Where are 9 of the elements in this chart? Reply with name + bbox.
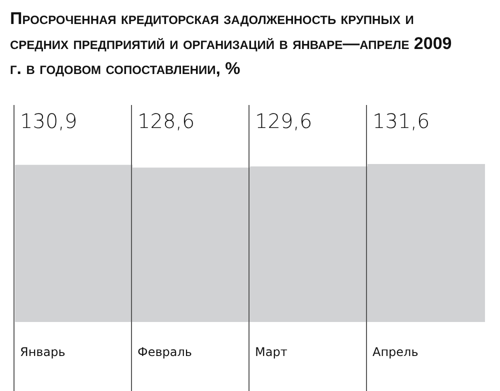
x-tick-label: Март [255,345,288,359]
x-tick-label: Апрель [372,345,418,359]
data-label: 129,6 [255,109,312,133]
chart-title: Просроченная кредиторская задолженность крупных и средних предприятий и организаций в январе—апреле 2009 г. в годовом сопоставлении, % [10,8,453,80]
data-label: 128,6 [138,109,195,133]
x-tick-label: Февраль [138,345,192,359]
data-label: 131,6 [372,109,430,133]
data-label: 130,9 [20,109,78,133]
x-tick-label: Январь [20,345,66,359]
